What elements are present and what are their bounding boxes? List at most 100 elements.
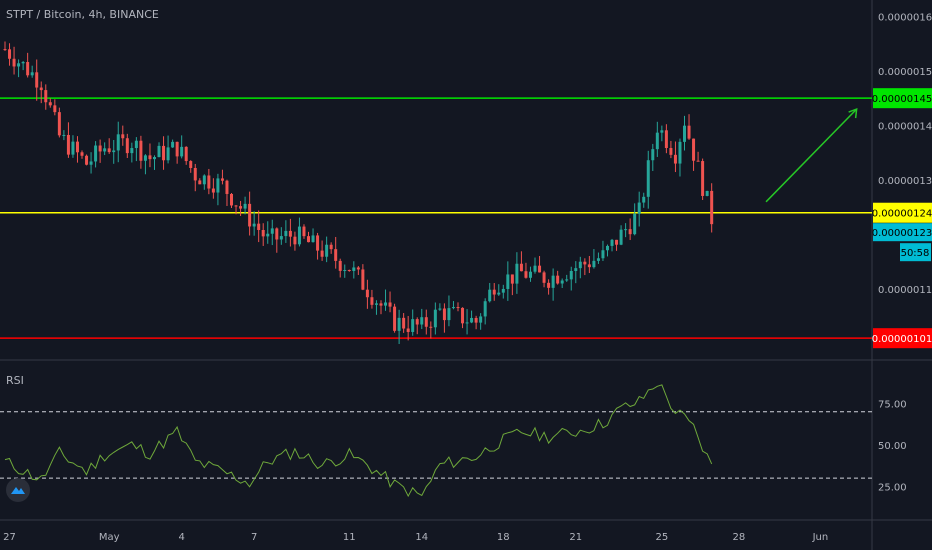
candle-body	[234, 205, 238, 207]
candle-body	[601, 250, 605, 259]
candle-body	[134, 140, 138, 149]
candle-body	[329, 244, 333, 250]
time-tick-label: 11	[343, 532, 356, 543]
candle-body	[356, 267, 360, 270]
candle-body	[325, 244, 329, 257]
candle-body	[220, 178, 224, 181]
candle-body	[125, 138, 129, 154]
candle-body	[352, 267, 356, 271]
candle-body	[347, 269, 351, 271]
tradingview-logo-icon[interactable]	[6, 478, 30, 502]
time-tick-label: 18	[497, 532, 510, 543]
candle-body	[53, 105, 57, 113]
candle-body	[651, 149, 655, 161]
time-tick-label: 25	[655, 532, 668, 543]
candle-body	[198, 180, 202, 185]
rsi-tick-label: 75.00	[878, 399, 907, 410]
candle-body	[252, 223, 256, 227]
candle-body	[519, 263, 523, 272]
candle-body	[343, 269, 347, 271]
candle-body	[48, 102, 52, 106]
rsi-tick-label: 50.00	[878, 441, 907, 452]
time-tick-label: 14	[415, 532, 428, 543]
candle-body	[207, 175, 211, 189]
candle-body	[284, 230, 288, 237]
candle-body	[583, 261, 587, 265]
candle-body	[669, 148, 673, 155]
level-tag-resistance	[873, 88, 932, 109]
candle-body	[103, 148, 107, 152]
candle-body	[243, 203, 247, 209]
candle-body	[71, 141, 75, 155]
candle-body	[447, 308, 451, 321]
candle-body	[470, 317, 474, 323]
candle-body	[388, 302, 392, 307]
candle-body	[3, 49, 7, 51]
time-tick-label: 7	[251, 532, 257, 543]
candle-body	[12, 58, 16, 67]
last-price-tag	[873, 223, 932, 242]
candle-body	[420, 317, 424, 325]
candle-body	[547, 282, 551, 288]
candle-body	[80, 152, 84, 156]
candle-body	[560, 280, 564, 284]
candle-body	[397, 317, 401, 331]
candle-body	[189, 161, 193, 168]
candle-body	[8, 49, 12, 59]
candle-body	[542, 272, 546, 283]
rsi-line	[4, 384, 713, 498]
time-tick-label: 21	[569, 532, 582, 543]
candle-body	[705, 190, 709, 196]
candle-body	[515, 263, 519, 284]
candle-body	[637, 202, 641, 214]
candle-body	[85, 155, 89, 165]
candle-body	[225, 180, 229, 194]
candle-body	[433, 309, 437, 328]
candle-body	[415, 319, 419, 325]
rsi-label: RSI	[6, 374, 24, 387]
candle-body	[316, 235, 320, 251]
candle-body	[402, 317, 406, 329]
candle-body	[338, 260, 342, 271]
candle-body	[361, 269, 365, 290]
last-price-label: 0.00000123	[872, 228, 932, 239]
candle-body	[66, 134, 70, 155]
candle-body	[107, 148, 111, 153]
time-tick-label: May	[99, 532, 120, 543]
candle-body	[75, 141, 79, 153]
candle-body	[429, 326, 433, 328]
candle-body	[633, 213, 637, 235]
candle-body	[510, 274, 514, 284]
candle-body	[474, 317, 478, 323]
candle-body	[465, 322, 469, 324]
candle-body	[692, 138, 696, 161]
candle-body	[89, 161, 93, 165]
level-label-support-low: 0.00000101	[872, 334, 932, 345]
candle-body	[266, 233, 270, 237]
candle-body	[211, 188, 215, 193]
candles-layer	[3, 41, 714, 345]
candle-body	[497, 292, 501, 295]
time-tick-label: 27	[3, 532, 16, 543]
candle-body	[506, 274, 510, 289]
candle-body	[538, 265, 542, 273]
candle-body	[365, 289, 369, 298]
candle-body	[451, 307, 455, 309]
candle-body	[216, 178, 220, 193]
candle-body	[157, 145, 161, 158]
candle-body	[152, 157, 156, 160]
candle-body	[307, 236, 311, 243]
candle-body	[26, 62, 30, 76]
candle-body	[230, 193, 233, 206]
candle-body	[193, 167, 197, 181]
candle-body	[184, 146, 188, 162]
candle-body	[406, 328, 410, 332]
candle-body	[148, 155, 152, 160]
candle-body	[17, 63, 21, 67]
candle-body	[660, 130, 664, 133]
candle-body	[524, 271, 528, 278]
